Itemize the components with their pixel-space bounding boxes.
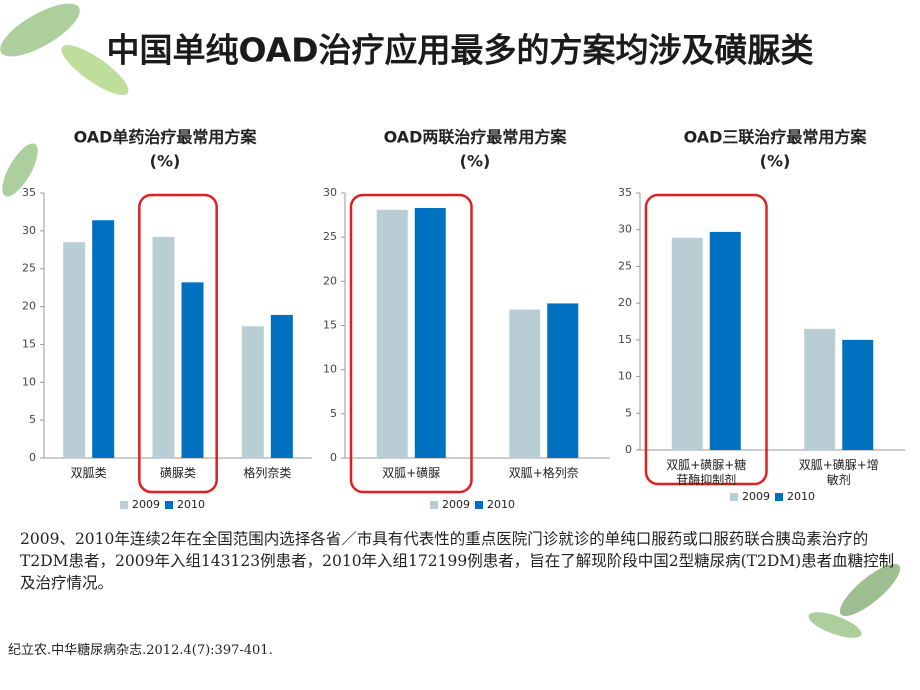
chart-subtitle: (%) <box>150 152 181 171</box>
bar <box>181 282 204 458</box>
x-tick-label: 双胍+磺脲 <box>382 466 441 480</box>
bar <box>842 339 874 450</box>
bar <box>63 242 86 458</box>
bar <box>152 236 175 458</box>
bar <box>241 326 264 458</box>
y-tick-label: 20 <box>22 300 36 313</box>
y-tick-label: 30 <box>323 186 337 199</box>
y-tick-label: 30 <box>22 224 36 237</box>
slide-title: 中国单纯OAD治疗应用最多的方案均涉及磺脲类 <box>106 31 813 70</box>
legend-label: 2009 <box>442 498 470 511</box>
y-tick-label: 0 <box>29 451 36 464</box>
y-tick-label: 5 <box>29 413 36 426</box>
bar <box>804 328 836 450</box>
y-tick-label: 10 <box>618 370 632 383</box>
y-tick-label: 0 <box>625 443 632 456</box>
y-tick-label: 15 <box>618 333 632 346</box>
y-tick-label: 25 <box>323 230 337 243</box>
chart-title: OAD单药治疗最常用方案 <box>74 128 258 147</box>
y-tick-label: 5 <box>625 406 632 419</box>
y-tick-label: 25 <box>618 259 632 272</box>
y-tick-label: 5 <box>330 407 337 420</box>
leaf-decoration <box>0 3 901 638</box>
bar <box>414 208 446 458</box>
chart-title: OAD两联治疗最常用方案 <box>384 128 568 147</box>
legend-swatch <box>730 493 738 501</box>
y-tick-label: 30 <box>618 223 632 236</box>
chart-title: OAD三联治疗最常用方案 <box>684 128 868 147</box>
description: 2009、2010年连续2年在全国范围内选择各省／市具有代表性的重点医院门诊就诊… <box>20 530 895 592</box>
legend-label: 2009 <box>742 490 770 503</box>
legend-swatch <box>475 501 483 509</box>
legend-swatch <box>120 501 128 509</box>
x-tick-label: 双胍+磺脲+增敏剂 <box>798 458 879 487</box>
y-tick-label: 25 <box>22 262 36 275</box>
x-tick-label: 双胍+磺脲+糖苷酶抑制剂 <box>666 458 747 487</box>
legend-swatch <box>430 501 438 509</box>
bar <box>376 209 408 458</box>
bar <box>709 231 741 450</box>
y-tick-label: 10 <box>323 363 337 376</box>
bar <box>671 237 703 450</box>
legend-label: 2009 <box>132 498 160 511</box>
y-tick-label: 15 <box>22 337 36 350</box>
chart-subtitle: (%) <box>460 152 491 171</box>
bar <box>270 314 293 458</box>
highlight-box <box>349 193 473 494</box>
legend-label: 2010 <box>487 498 515 511</box>
bar <box>509 309 541 458</box>
x-tick-label: 格列奈类 <box>243 466 292 480</box>
legend-label: 2010 <box>177 498 205 511</box>
y-tick-label: 20 <box>618 296 632 309</box>
y-tick-label: 0 <box>330 451 337 464</box>
bar <box>547 303 579 458</box>
chart-subtitle: (%) <box>760 152 791 171</box>
y-tick-label: 35 <box>618 186 632 199</box>
y-tick-label: 20 <box>323 274 337 287</box>
y-tick-label: 35 <box>22 186 36 199</box>
highlight-box <box>138 193 218 494</box>
y-tick-label: 10 <box>22 375 36 388</box>
legend-swatch <box>775 493 783 501</box>
x-tick-label: 双胍类 <box>70 466 107 480</box>
citation: 纪立农.中华糖尿病杂志.2012.4(7):397-401. <box>8 643 273 658</box>
legend-swatch <box>165 501 173 509</box>
y-tick-label: 15 <box>323 319 337 332</box>
x-tick-label: 双胍+格列奈 <box>508 466 579 480</box>
x-tick-label: 磺脲类 <box>159 466 196 480</box>
highlight-box <box>644 193 768 486</box>
legend-label: 2010 <box>787 490 815 503</box>
bar <box>92 220 115 458</box>
